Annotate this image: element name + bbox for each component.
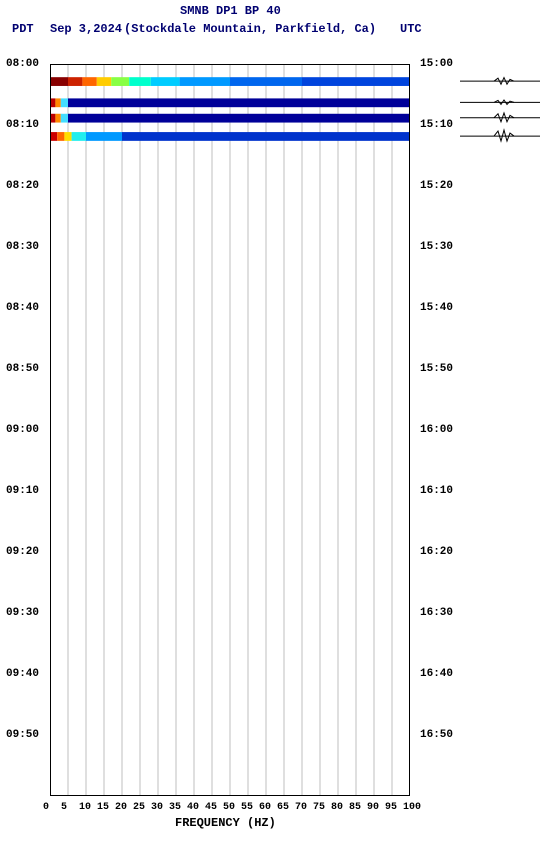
y-left-tick-label: 08:30	[6, 241, 39, 253]
y-left-tick-label: 09:40	[6, 668, 39, 680]
traces-panel	[460, 64, 540, 796]
x-tick-label: 100	[403, 802, 421, 813]
y-left-tick-label: 08:10	[6, 119, 39, 131]
y-left-tick-label: 08:20	[6, 180, 39, 192]
y-right-tick-label: 15:10	[420, 119, 453, 131]
tz-left-label: PDT	[12, 22, 34, 36]
x-tick-label: 15	[97, 802, 109, 813]
y-left-tick-label: 09:00	[6, 424, 39, 436]
x-tick-label: 95	[385, 802, 397, 813]
x-tick-label: 35	[169, 802, 181, 813]
x-tick-label: 80	[331, 802, 343, 813]
spectrogram-plot	[50, 64, 410, 796]
x-tick-label: 90	[367, 802, 379, 813]
y-right-tick-label: 15:20	[420, 180, 453, 192]
y-right-tick-label: 16:30	[420, 607, 453, 619]
y-right-tick-label: 16:10	[420, 485, 453, 497]
x-tick-label: 0	[43, 802, 49, 813]
y-right-tick-label: 15:00	[420, 58, 453, 70]
x-tick-label: 20	[115, 802, 127, 813]
x-tick-label: 45	[205, 802, 217, 813]
y-right-tick-label: 15:30	[420, 241, 453, 253]
x-tick-label: 55	[241, 802, 253, 813]
traces-svg	[460, 64, 540, 796]
y-left-tick-label: 09:10	[6, 485, 39, 497]
x-tick-label: 5	[61, 802, 67, 813]
x-tick-label: 75	[313, 802, 325, 813]
x-axis-label: FREQUENCY (HZ)	[175, 816, 276, 830]
x-tick-label: 65	[277, 802, 289, 813]
location-label: (Stockdale Mountain, Parkfield, Ca)	[124, 22, 376, 36]
y-left-tick-label: 08:50	[6, 363, 39, 375]
spectrogram-svg	[50, 64, 410, 796]
x-tick-label: 85	[349, 802, 361, 813]
y-right-tick-label: 16:50	[420, 729, 453, 741]
y-left-tick-label: 09:50	[6, 729, 39, 741]
y-left-tick-label: 09:20	[6, 546, 39, 558]
x-tick-label: 10	[79, 802, 91, 813]
y-left-tick-label: 09:30	[6, 607, 39, 619]
y-right-tick-label: 16:00	[420, 424, 453, 436]
y-right-tick-label: 15:50	[420, 363, 453, 375]
x-tick-label: 70	[295, 802, 307, 813]
x-tick-label: 40	[187, 802, 199, 813]
x-tick-label: 60	[259, 802, 271, 813]
y-right-tick-label: 16:40	[420, 668, 453, 680]
tz-right-label: UTC	[400, 22, 422, 36]
date-label: Sep 3,2024	[50, 22, 122, 36]
y-left-tick-label: 08:00	[6, 58, 39, 70]
y-left-tick-label: 08:40	[6, 302, 39, 314]
y-right-tick-label: 15:40	[420, 302, 453, 314]
plot-title: SMNB DP1 BP 40	[180, 4, 281, 18]
x-tick-label: 25	[133, 802, 145, 813]
y-right-tick-label: 16:20	[420, 546, 453, 558]
x-tick-label: 50	[223, 802, 235, 813]
x-tick-label: 30	[151, 802, 163, 813]
